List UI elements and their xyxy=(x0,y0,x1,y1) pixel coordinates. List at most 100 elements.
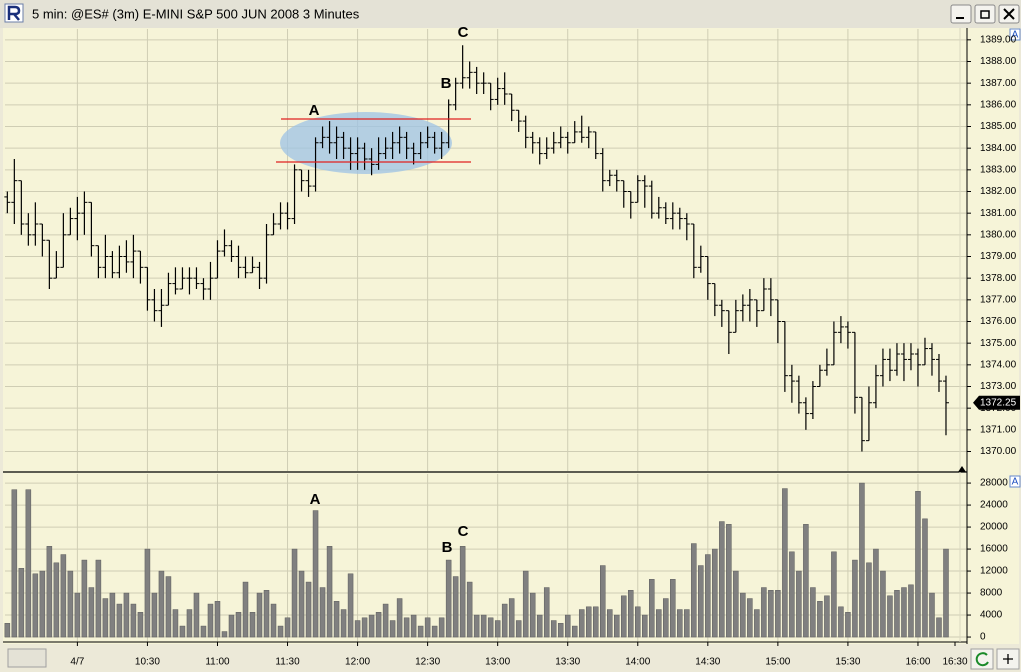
volume-bar xyxy=(473,614,480,638)
volume-bar xyxy=(578,609,585,638)
volume-bar xyxy=(487,617,494,638)
minimize-button[interactable] xyxy=(950,4,972,24)
y-tick-label: 1386.00 xyxy=(980,99,1017,110)
volume-bar xyxy=(4,623,11,638)
y-tick-label: 1383.00 xyxy=(980,164,1017,175)
volume-bar xyxy=(312,510,319,638)
volume-bar xyxy=(705,554,711,638)
volume-bar xyxy=(207,603,214,638)
title-bar xyxy=(0,0,1021,28)
volume-bar xyxy=(445,559,452,638)
x-tick-label: 13:00 xyxy=(485,657,510,668)
marks xyxy=(4,45,949,638)
volume-bar xyxy=(144,548,151,638)
volume-annotation: C xyxy=(458,523,469,540)
volume-bar xyxy=(221,631,228,638)
volume-bar xyxy=(74,592,81,638)
volume-bar xyxy=(824,595,830,638)
volume-bar xyxy=(361,617,368,638)
volume-bar xyxy=(908,584,914,638)
volume-tick-label: 24000 xyxy=(980,500,1008,511)
volume-bar xyxy=(410,614,417,638)
volume-bar xyxy=(116,603,123,638)
close-glyph xyxy=(1003,8,1015,20)
restore-button[interactable] xyxy=(974,4,996,24)
volume-bar xyxy=(382,603,389,638)
volume-bar xyxy=(158,570,165,638)
x-tick-label: 11:00 xyxy=(205,657,230,668)
volume-bar xyxy=(214,601,221,638)
scroll-thumb[interactable] xyxy=(7,648,47,668)
panel-button[interactable] xyxy=(1009,475,1021,488)
volume-bar xyxy=(901,587,907,638)
volume-bar xyxy=(670,579,676,638)
y-tick-label: 1371.00 xyxy=(980,424,1017,435)
y-tick-label: 1389.00 xyxy=(980,34,1017,45)
volume-bar xyxy=(607,609,613,638)
volume-bar xyxy=(557,623,564,638)
volume-bar xyxy=(894,590,900,638)
volume-bar xyxy=(11,489,18,638)
volume-bar xyxy=(922,518,928,638)
volume-bar xyxy=(543,587,550,638)
volume-tick-label: 8000 xyxy=(980,588,1003,599)
volume-bar xyxy=(256,592,263,638)
volume-bar xyxy=(193,592,200,638)
volume-bar xyxy=(109,592,116,638)
x-tick-label: 16:30 xyxy=(942,657,967,668)
volume-bar xyxy=(459,546,466,638)
window-title: 5 min: @ES# (3m) E-MINI S&P 500 JUN 2008… xyxy=(32,6,360,21)
volume-bar xyxy=(880,570,886,638)
y-tick-label: 1373.00 xyxy=(980,381,1017,392)
y-tick-label: 1374.00 xyxy=(980,359,1017,370)
volume-bar xyxy=(873,548,879,638)
volume-bar xyxy=(46,546,53,638)
volume-bar xyxy=(431,625,438,638)
y-tick-label: 1381.00 xyxy=(980,208,1017,219)
volume-bar xyxy=(172,609,179,638)
volume-bar xyxy=(480,614,487,638)
volume-bar xyxy=(712,548,718,638)
volume-bar xyxy=(291,548,298,638)
volume-bar xyxy=(740,592,746,638)
volume-tick-label: 4000 xyxy=(980,610,1003,621)
volume-bar xyxy=(508,598,515,638)
volume-bar xyxy=(887,595,893,638)
volume-bar xyxy=(733,570,739,638)
panel-button[interactable] xyxy=(1009,28,1021,41)
volume-bar xyxy=(396,598,403,638)
window-buttons[interactable] xyxy=(950,4,1020,24)
x-tick-label: 14:30 xyxy=(695,657,720,668)
volume-bar xyxy=(151,592,158,638)
volume-bar xyxy=(529,592,536,638)
volume-bar xyxy=(929,592,935,638)
x-tick-label: 15:30 xyxy=(835,657,860,668)
y-tick-label: 1376.00 xyxy=(980,316,1017,327)
volume-bar xyxy=(186,609,193,638)
volume-bar xyxy=(571,625,578,638)
restore-glyph xyxy=(980,10,990,19)
volume-bar xyxy=(39,570,46,638)
volume-bar xyxy=(501,603,508,638)
app-icon-glyph xyxy=(7,5,21,21)
volume-bar xyxy=(284,617,291,638)
volume-tick-label: 0 xyxy=(980,632,986,643)
volume-bar xyxy=(18,568,25,638)
volume-tick-label: 16000 xyxy=(980,544,1008,555)
volume-bar xyxy=(943,548,949,638)
volume-bar xyxy=(775,590,781,638)
volume-bar xyxy=(782,488,788,638)
volume-bar xyxy=(494,620,501,638)
volume-bar xyxy=(677,609,683,638)
x-tick-label: 10:30 xyxy=(135,657,160,668)
volume-bar xyxy=(747,598,753,638)
volume-bar xyxy=(719,521,725,638)
x-tick-label: 12:00 xyxy=(345,657,370,668)
refresh-glyph xyxy=(975,652,989,667)
volume-bar xyxy=(803,524,809,638)
x-tick-label: 13:30 xyxy=(555,657,580,668)
volume-bar xyxy=(522,570,529,638)
volume-bar xyxy=(915,491,921,638)
y-tick-label: 1388.00 xyxy=(980,56,1017,67)
volume-bar xyxy=(817,601,823,638)
